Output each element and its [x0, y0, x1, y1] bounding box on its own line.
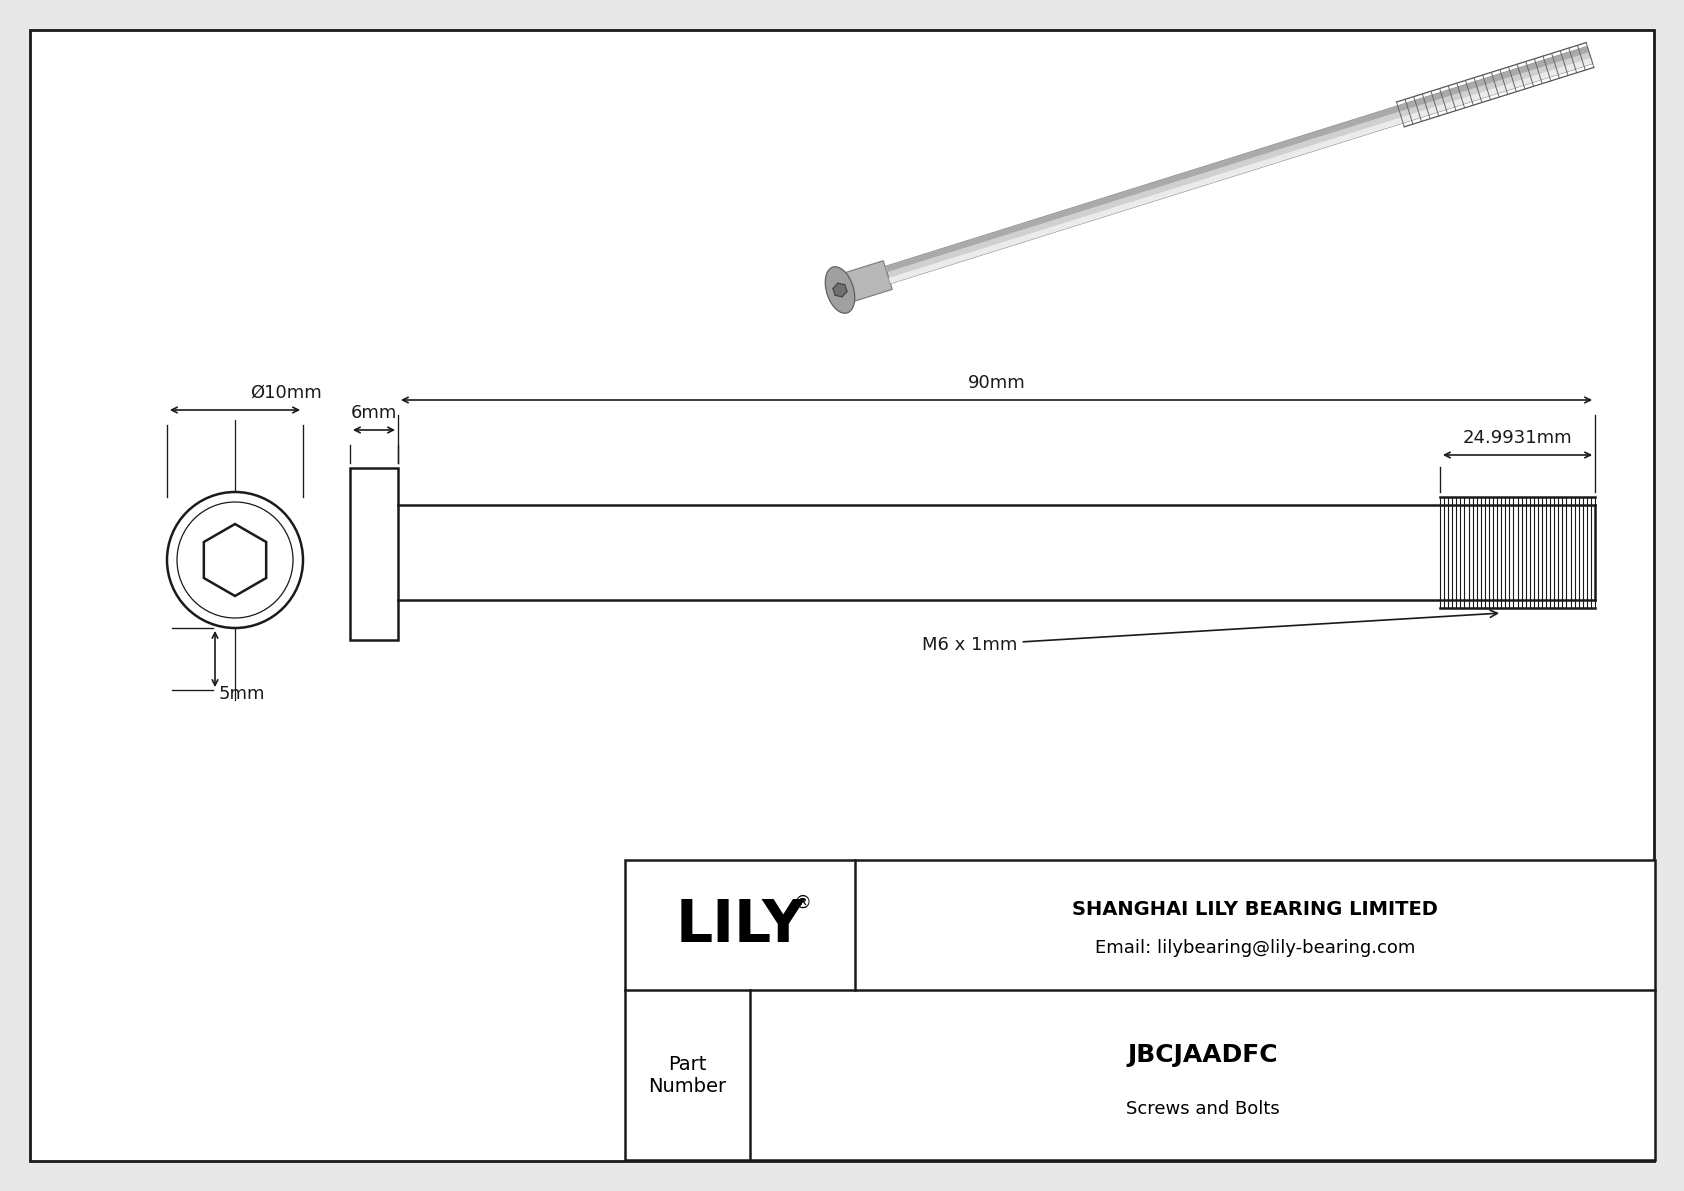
Text: Ø10mm: Ø10mm [249, 384, 322, 403]
Text: 90mm: 90mm [968, 374, 1026, 392]
Ellipse shape [825, 267, 855, 313]
Polygon shape [834, 283, 847, 297]
Polygon shape [886, 46, 1593, 283]
Text: 24.9931mm: 24.9931mm [1463, 429, 1573, 447]
Text: M6 x 1mm: M6 x 1mm [923, 610, 1497, 654]
Polygon shape [886, 46, 1590, 273]
Text: Screws and Bolts: Screws and Bolts [1125, 1100, 1280, 1118]
Text: SHANGHAI LILY BEARING LIMITED: SHANGHAI LILY BEARING LIMITED [1073, 900, 1438, 919]
Text: Part: Part [669, 1055, 707, 1074]
Circle shape [167, 492, 303, 628]
Text: Email: lilybearing@lily-bearing.com: Email: lilybearing@lily-bearing.com [1095, 940, 1415, 958]
Text: 5mm: 5mm [219, 685, 266, 703]
Bar [625, 860, 1655, 1160]
Polygon shape [835, 261, 893, 305]
Polygon shape [889, 58, 1593, 283]
Text: JBCJAADFC: JBCJAADFC [1127, 1042, 1278, 1067]
Text: LILY: LILY [675, 897, 805, 954]
Text: ®: ® [793, 894, 812, 912]
Text: Number: Number [648, 1078, 726, 1097]
Bar [350, 468, 397, 640]
Text: 6mm: 6mm [350, 404, 397, 422]
